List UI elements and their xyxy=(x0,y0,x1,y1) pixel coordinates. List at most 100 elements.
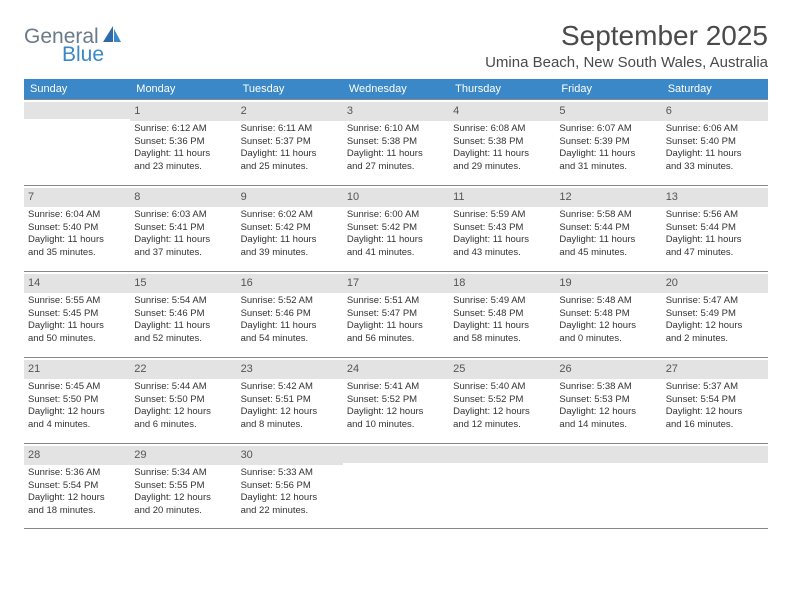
daylight-text: Daylight: 12 hours xyxy=(134,406,232,419)
day-number: 10 xyxy=(347,191,359,203)
day-number: 16 xyxy=(241,277,253,289)
sunset-text: Sunset: 5:42 PM xyxy=(347,222,445,235)
sunrise-text: Sunrise: 6:12 AM xyxy=(134,123,232,136)
day-number-bar: 23 xyxy=(237,360,343,379)
sunrise-text: Sunrise: 5:33 AM xyxy=(241,467,339,480)
day-number: 13 xyxy=(666,191,678,203)
sunrise-text: Sunrise: 5:56 AM xyxy=(666,209,764,222)
daylight-text: and 41 minutes. xyxy=(347,247,445,260)
day-number: 3 xyxy=(347,105,353,117)
daylight-text: Daylight: 11 hours xyxy=(241,148,339,161)
weekday-friday: Friday xyxy=(555,79,661,99)
daylight-text: Daylight: 11 hours xyxy=(666,234,764,247)
week-row: 14Sunrise: 5:55 AMSunset: 5:45 PMDayligh… xyxy=(24,271,768,357)
day-number-bar: 15 xyxy=(130,274,236,293)
daylight-text: Daylight: 12 hours xyxy=(559,406,657,419)
sunrise-text: Sunrise: 5:45 AM xyxy=(28,381,126,394)
daylight-text: and 31 minutes. xyxy=(559,161,657,174)
daylight-text: and 45 minutes. xyxy=(559,247,657,260)
day-cell: 17Sunrise: 5:51 AMSunset: 5:47 PMDayligh… xyxy=(343,272,449,357)
day-cell: 13Sunrise: 5:56 AMSunset: 5:44 PMDayligh… xyxy=(662,186,768,271)
day-number-bar: 2 xyxy=(237,102,343,121)
empty-day-bar xyxy=(449,446,555,463)
day-number: 15 xyxy=(134,277,146,289)
sunrise-text: Sunrise: 5:49 AM xyxy=(453,295,551,308)
weekday-thursday: Thursday xyxy=(449,79,555,99)
day-cell: 22Sunrise: 5:44 AMSunset: 5:50 PMDayligh… xyxy=(130,358,236,443)
day-cell: 28Sunrise: 5:36 AMSunset: 5:54 PMDayligh… xyxy=(24,444,130,528)
daylight-text: Daylight: 12 hours xyxy=(666,320,764,333)
day-number-bar: 28 xyxy=(24,446,130,465)
day-number: 20 xyxy=(666,277,678,289)
day-cell xyxy=(555,444,661,528)
day-cell: 8Sunrise: 6:03 AMSunset: 5:41 PMDaylight… xyxy=(130,186,236,271)
sunrise-text: Sunrise: 5:36 AM xyxy=(28,467,126,480)
sunrise-text: Sunrise: 5:58 AM xyxy=(559,209,657,222)
sunrise-text: Sunrise: 6:03 AM xyxy=(134,209,232,222)
sunset-text: Sunset: 5:46 PM xyxy=(241,308,339,321)
sunset-text: Sunset: 5:47 PM xyxy=(347,308,445,321)
daylight-text: and 43 minutes. xyxy=(453,247,551,260)
daylight-text: Daylight: 12 hours xyxy=(559,320,657,333)
daylight-text: Daylight: 11 hours xyxy=(241,320,339,333)
sunset-text: Sunset: 5:40 PM xyxy=(28,222,126,235)
sunset-text: Sunset: 5:51 PM xyxy=(241,394,339,407)
empty-day-bar xyxy=(343,446,449,463)
weekday-monday: Monday xyxy=(130,79,236,99)
sunrise-text: Sunrise: 5:40 AM xyxy=(453,381,551,394)
day-cell: 26Sunrise: 5:38 AMSunset: 5:53 PMDayligh… xyxy=(555,358,661,443)
title-block: September 2025 Umina Beach, New South Wa… xyxy=(485,20,768,71)
daylight-text: Daylight: 11 hours xyxy=(666,148,764,161)
calendar-page: General Blue September 2025 Umina Beach,… xyxy=(0,0,792,549)
day-number: 24 xyxy=(347,363,359,375)
day-cell: 3Sunrise: 6:10 AMSunset: 5:38 PMDaylight… xyxy=(343,100,449,185)
daylight-text: Daylight: 11 hours xyxy=(453,320,551,333)
daylight-text: Daylight: 12 hours xyxy=(347,406,445,419)
sunrise-text: Sunrise: 5:34 AM xyxy=(134,467,232,480)
daylight-text: Daylight: 12 hours xyxy=(134,492,232,505)
daylight-text: Daylight: 11 hours xyxy=(453,234,551,247)
sunrise-text: Sunrise: 5:44 AM xyxy=(134,381,232,394)
sunset-text: Sunset: 5:42 PM xyxy=(241,222,339,235)
sunrise-text: Sunrise: 5:37 AM xyxy=(666,381,764,394)
daylight-text: and 25 minutes. xyxy=(241,161,339,174)
daylight-text: and 58 minutes. xyxy=(453,333,551,346)
daylight-text: and 8 minutes. xyxy=(241,419,339,432)
day-number-bar: 24 xyxy=(343,360,449,379)
sunset-text: Sunset: 5:45 PM xyxy=(28,308,126,321)
day-cell: 7Sunrise: 6:04 AMSunset: 5:40 PMDaylight… xyxy=(24,186,130,271)
empty-day-bar xyxy=(24,102,130,119)
day-number-bar: 21 xyxy=(24,360,130,379)
day-number-bar: 30 xyxy=(237,446,343,465)
day-cell xyxy=(343,444,449,528)
sunset-text: Sunset: 5:41 PM xyxy=(134,222,232,235)
day-cell xyxy=(449,444,555,528)
daylight-text: Daylight: 11 hours xyxy=(347,320,445,333)
sunrise-text: Sunrise: 5:41 AM xyxy=(347,381,445,394)
day-number-bar: 3 xyxy=(343,102,449,121)
day-cell: 27Sunrise: 5:37 AMSunset: 5:54 PMDayligh… xyxy=(662,358,768,443)
sunset-text: Sunset: 5:36 PM xyxy=(134,136,232,149)
day-cell: 1Sunrise: 6:12 AMSunset: 5:36 PMDaylight… xyxy=(130,100,236,185)
daylight-text: and 29 minutes. xyxy=(453,161,551,174)
sunrise-text: Sunrise: 5:38 AM xyxy=(559,381,657,394)
daylight-text: and 47 minutes. xyxy=(666,247,764,260)
day-number-bar: 8 xyxy=(130,188,236,207)
day-number: 11 xyxy=(453,191,464,203)
day-cell: 21Sunrise: 5:45 AMSunset: 5:50 PMDayligh… xyxy=(24,358,130,443)
daylight-text: and 2 minutes. xyxy=(666,333,764,346)
daylight-text: and 18 minutes. xyxy=(28,505,126,518)
day-number: 17 xyxy=(347,277,359,289)
sunrise-text: Sunrise: 6:10 AM xyxy=(347,123,445,136)
daylight-text: and 35 minutes. xyxy=(28,247,126,260)
sunrise-text: Sunrise: 6:08 AM xyxy=(453,123,551,136)
day-cell: 18Sunrise: 5:49 AMSunset: 5:48 PMDayligh… xyxy=(449,272,555,357)
day-number-bar: 9 xyxy=(237,188,343,207)
logo: General Blue xyxy=(24,20,123,67)
logo-text-block: General Blue xyxy=(24,24,123,67)
daylight-text: and 12 minutes. xyxy=(453,419,551,432)
daylight-text: and 22 minutes. xyxy=(241,505,339,518)
day-number: 19 xyxy=(559,277,571,289)
daylight-text: Daylight: 11 hours xyxy=(241,234,339,247)
weekday-header-row: Sunday Monday Tuesday Wednesday Thursday… xyxy=(24,79,768,99)
